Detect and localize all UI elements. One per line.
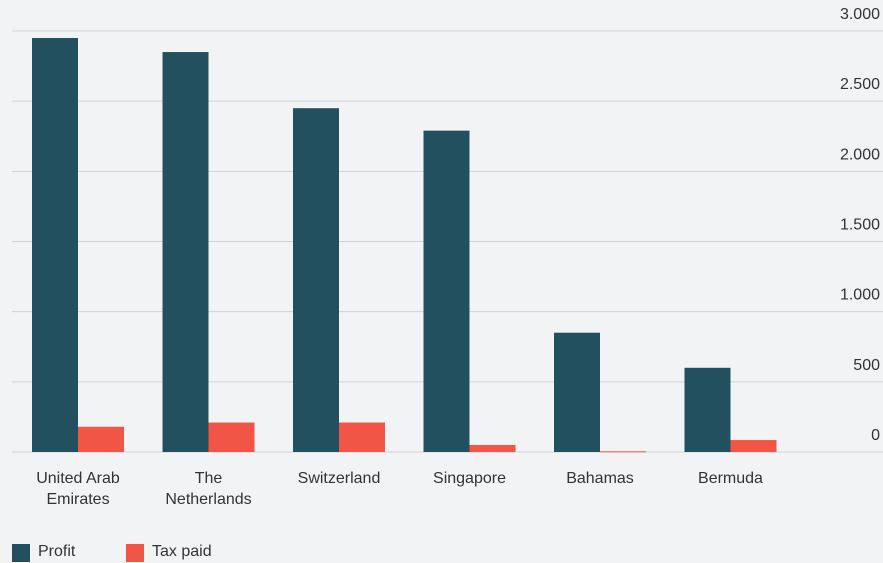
bar	[32, 38, 78, 453]
x-tick-label: Bahamas	[566, 470, 634, 487]
legend-label: Profit	[38, 543, 76, 560]
y-tick-label: 3.000	[840, 6, 880, 23]
x-tick-label: Bermuda	[698, 470, 763, 487]
legend-label: Tax paid	[152, 543, 212, 560]
legend-swatch	[126, 544, 144, 562]
legend-swatch	[12, 544, 30, 562]
x-tick-label: United Arab Emirates	[36, 470, 120, 508]
bar	[339, 422, 385, 452]
bar	[684, 367, 731, 452]
bar	[600, 451, 646, 453]
bar	[293, 108, 339, 452]
bar	[730, 440, 777, 452]
bar	[78, 426, 124, 452]
bar	[423, 130, 470, 453]
y-tick-label: 2.500	[840, 76, 880, 93]
y-tick-label: 2.000	[840, 146, 880, 163]
x-tick-label: Switzerland	[297, 470, 381, 487]
x-tick-label: The Netherlands	[165, 470, 252, 508]
y-tick-label: 500	[853, 357, 880, 374]
y-tick-label: 0	[871, 427, 880, 444]
bar	[208, 422, 255, 452]
y-tick-label: 1.500	[840, 217, 880, 234]
bar	[162, 52, 209, 453]
y-tick-label: 1.000	[840, 287, 880, 304]
bar	[554, 332, 600, 452]
x-tick-label: Singapore	[433, 470, 506, 487]
bar	[469, 444, 516, 452]
